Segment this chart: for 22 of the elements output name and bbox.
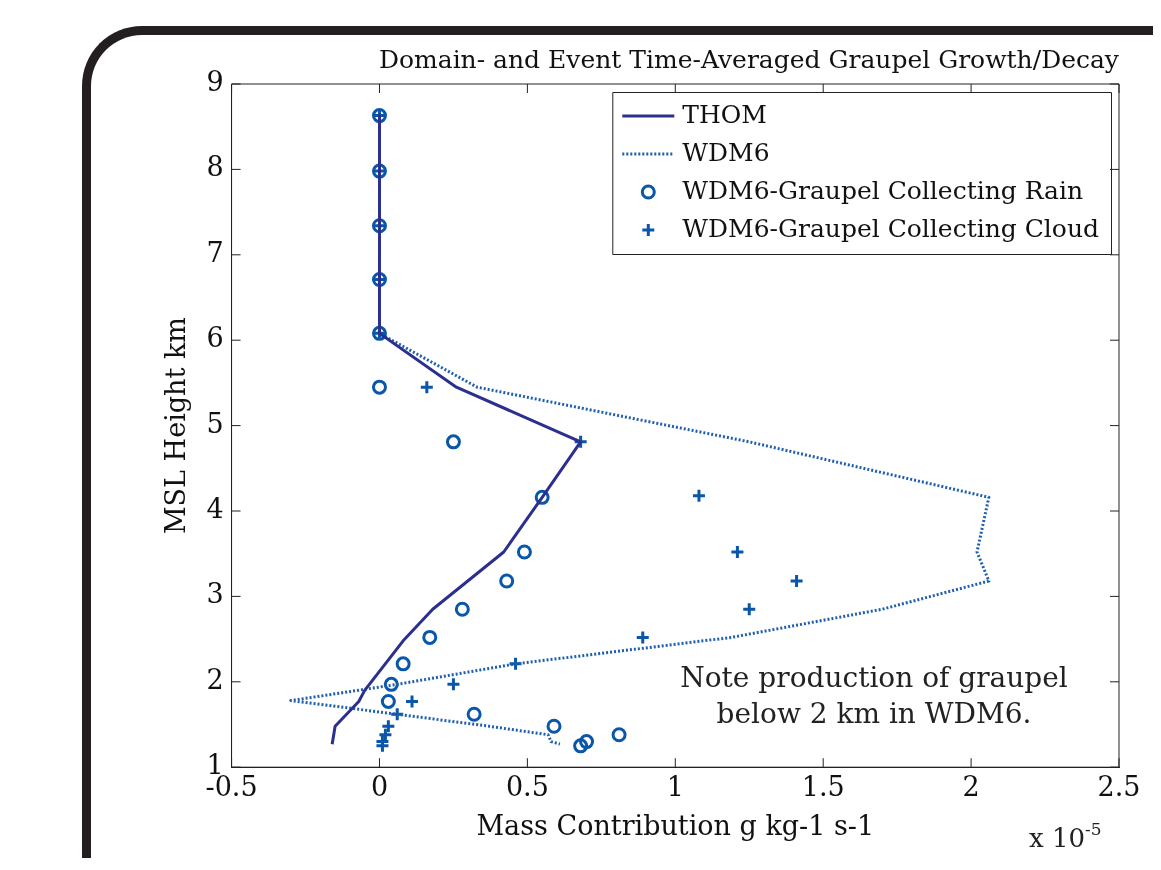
- x-tick-label: 0: [370, 771, 389, 803]
- x-tick-label: 2.5: [1097, 771, 1141, 803]
- y-tick-label: 6: [206, 322, 224, 354]
- legend-label: WDM6-Graupel Collecting Rain: [682, 175, 1084, 205]
- y-tick-label: 2: [206, 663, 224, 695]
- x-tick-label: 1.5: [801, 771, 845, 803]
- y-tick-label: 4: [206, 493, 224, 525]
- y-tick-label: 5: [206, 407, 224, 439]
- x-tick-label: 1: [666, 771, 684, 803]
- x-tick-label: 0.5: [505, 771, 549, 803]
- legend-label: WDM6: [682, 137, 770, 167]
- legend-label: WDM6-Graupel Collecting Cloud: [682, 213, 1099, 243]
- y-tick-label: 8: [206, 151, 224, 183]
- x-tick-label: 2: [962, 771, 980, 803]
- y-tick-label: 3: [206, 578, 224, 610]
- x-axis-title: Mass Contribution g kg-1 s-1: [476, 809, 875, 841]
- y-axis-title: MSL Height km: [160, 317, 192, 535]
- y-tick-label: 7: [206, 236, 224, 268]
- y-tick-label: 9: [206, 66, 224, 98]
- legend-label: THOM: [682, 99, 767, 129]
- chart-title: Domain- and Event Time-Averaged Graupel Growth/Decay: [378, 44, 1120, 74]
- annotation: Note production of graupel below 2 km in WDM6.: [680, 661, 1068, 731]
